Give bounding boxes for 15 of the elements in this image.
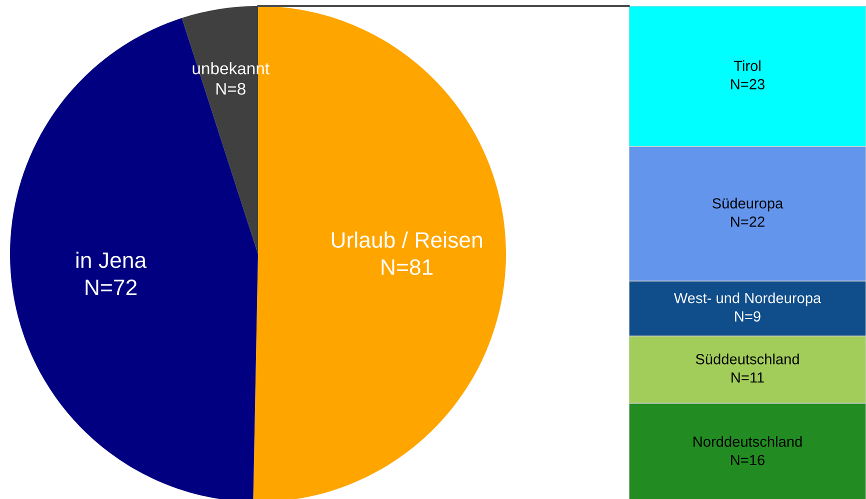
data-label: N=22 [731,216,764,227]
data-label: N=23 [731,79,764,90]
data-label: N=9 [735,311,760,322]
series-label: Südeuropa [712,198,784,212]
series-label: Norddeutschland [694,436,802,447]
data-label: N=72 [86,280,137,296]
data-label: N=81 [382,259,433,275]
series-label: West- und Nordeuropa [674,292,822,306]
series-label: Süddeutschland [696,354,799,364]
data-label: N=16 [731,454,764,466]
data-label: N=8 [216,82,246,95]
slice-label: in Jena [76,252,147,268]
slice-label: Urlaub / Reisen [332,232,482,248]
data-label: N=11 [732,372,764,383]
series-label: Tirol [734,60,760,72]
